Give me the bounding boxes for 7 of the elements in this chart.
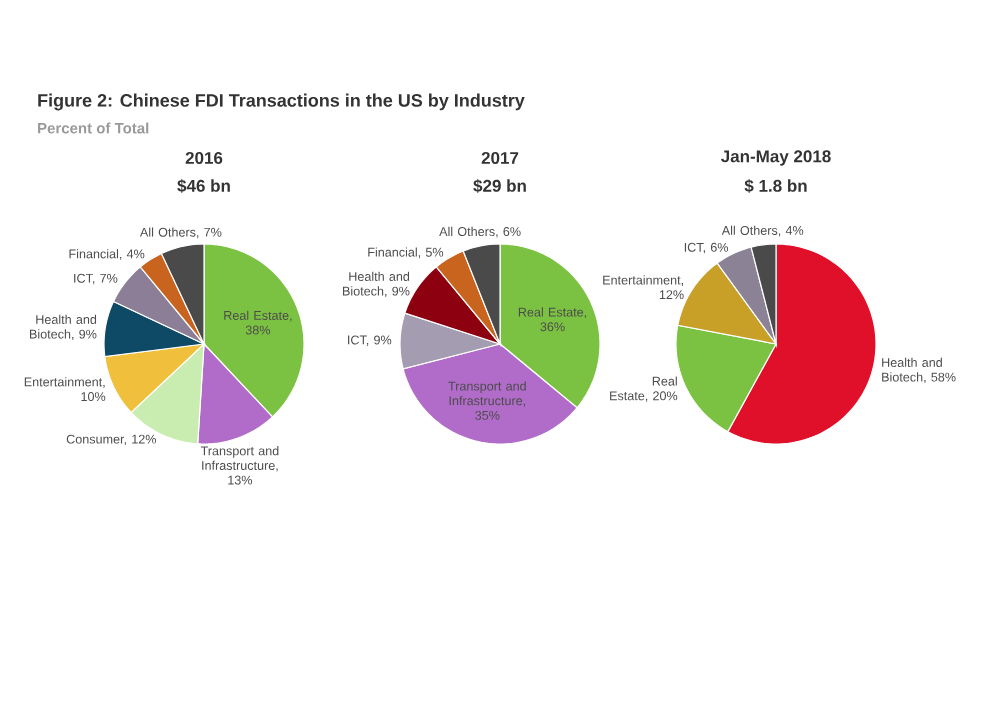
chart-title: 2017 — [481, 151, 519, 164]
chart-subtitle: $46 bn — [177, 179, 230, 193]
caption: Figure 2: Chinese FDI Transactions in the US by Industry — [38, 93, 525, 111]
chart-title: Jan-May 2018 — [720, 150, 831, 166]
chart-title: 2016 — [185, 151, 223, 165]
chart-subtitle: $29 bn — [473, 179, 526, 193]
chart-subtitle: $ 1.8 bn — [744, 179, 807, 193]
